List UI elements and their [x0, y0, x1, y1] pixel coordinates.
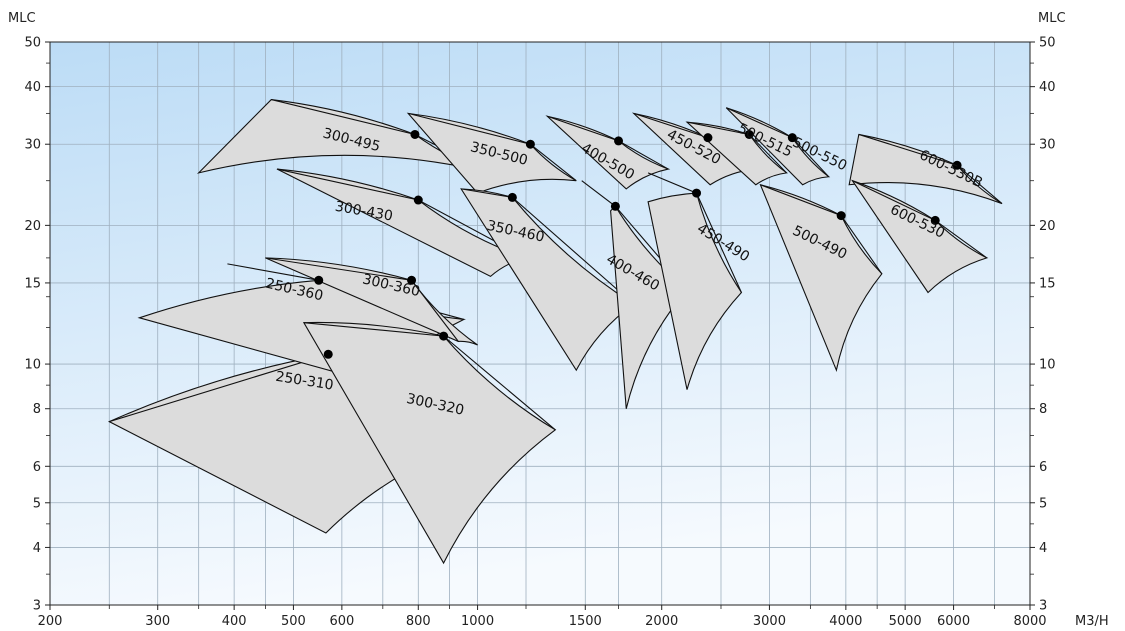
x-tick-label: 300: [145, 614, 170, 629]
y-tick-label-right: 8: [1039, 402, 1047, 417]
bep-point-350-460: [507, 192, 517, 202]
y-tick-label-left: 10: [24, 358, 41, 373]
bep-point-450-520: [703, 133, 713, 143]
y-tick-label-right: 50: [1039, 36, 1056, 51]
y-tick-label-left: 30: [24, 138, 41, 153]
y-tick-label-left: 6: [33, 460, 41, 475]
pump-envelope-600-530: [851, 179, 989, 294]
pump-envelope-600-530B: [848, 133, 1003, 205]
bep-points: [314, 129, 962, 359]
x-tick-label: 600: [329, 614, 354, 629]
x-tick-label: 1000: [461, 614, 494, 629]
x-tick-label: 3000: [753, 614, 786, 629]
y-tick-label-right: 4: [1039, 541, 1047, 556]
y-tick-label-left: 40: [24, 80, 41, 95]
pump-envelope-350-460: [460, 188, 635, 372]
y-tick-label-right: 15: [1039, 276, 1056, 291]
x-tick-label: 8000: [1013, 614, 1046, 629]
y-axis-label-left: MLC: [8, 11, 36, 26]
pump-envelope-350-500: [406, 112, 577, 194]
bep-point-400-500: [614, 136, 624, 146]
x-tick-label: 6000: [937, 614, 970, 629]
y-tick-label-left: 5: [33, 496, 41, 511]
y-tick-label-left: 20: [24, 219, 41, 234]
x-tick-label: 200: [38, 614, 63, 629]
pump-envelope-500-550: [725, 107, 831, 186]
plot-frame: [49, 41, 1031, 606]
bep-point-300-360: [407, 275, 417, 285]
bep-point-450-490: [692, 188, 702, 198]
axes: 200 300 400 500 600 800 1000 1500 2000 3000 4000 50…: [8, 11, 1109, 629]
bep-point-350-500: [525, 139, 535, 149]
bep-point-500-515: [744, 129, 754, 139]
x-tick-label: 800: [406, 614, 431, 629]
y-tick-label-left: 15: [24, 276, 41, 291]
pump-envelope-500-490: [759, 183, 883, 373]
bep-point-400-460: [610, 201, 620, 211]
y-tick-label-right: 6: [1039, 460, 1047, 475]
x-tick-label: 1500: [569, 614, 602, 629]
pump-envelope-300-320: [302, 321, 557, 565]
bep-point-600-530: [930, 215, 940, 225]
y-tick-label-right: 40: [1039, 80, 1056, 95]
y-tick-label-left: 8: [33, 402, 41, 417]
x-tick-label: 4000: [829, 614, 862, 629]
pump-envelope-400-500: [545, 115, 671, 190]
y-tick-label-right: 20: [1039, 219, 1056, 234]
bep-point-300-430: [413, 195, 423, 205]
y-tick-label-left: 3: [33, 599, 41, 614]
pump-envelope-450-490: [647, 192, 743, 390]
bep-point-500-550: [787, 133, 797, 143]
bep-point-300-495: [410, 129, 420, 139]
y-tick-label-right: 5: [1039, 496, 1047, 511]
bep-point-300-320: [439, 331, 449, 341]
bep-point-250-360: [314, 275, 324, 285]
x-tick-label: 500: [281, 614, 306, 629]
y-tick-label-left: 50: [24, 36, 41, 51]
x-tick-label: 2000: [645, 614, 678, 629]
x-tick-label: 400: [222, 614, 247, 629]
bep-point-250-310: [323, 349, 333, 359]
bep-point-500-490: [836, 211, 846, 221]
bep-point-600-530B: [952, 160, 962, 170]
y-tick-label-right: 10: [1039, 358, 1056, 373]
y-axis-label-right: MLC: [1038, 11, 1066, 26]
y-tick-label-left: 4: [33, 541, 41, 556]
x-tick-label: 5000: [889, 614, 922, 629]
x-axis-label: M3/H: [1075, 614, 1109, 629]
y-tick-label-right: 3: [1039, 599, 1047, 614]
y-tick-label-right: 30: [1039, 138, 1056, 153]
